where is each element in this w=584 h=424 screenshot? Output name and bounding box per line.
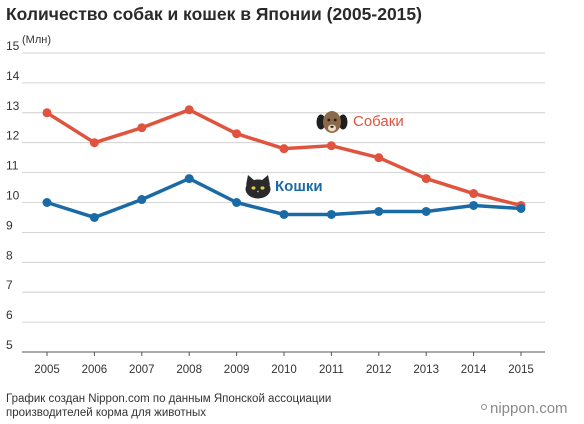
legend-label-cats: Кошки	[275, 178, 323, 195]
x-tick-label: 2008	[176, 364, 202, 376]
x-tick-label: 2007	[129, 364, 155, 376]
data-point-cats	[326, 209, 336, 219]
y-tick-label: 12	[6, 129, 20, 143]
y-tick-label: 8	[6, 248, 13, 262]
brand-dot-icon	[481, 404, 487, 411]
data-point-cats	[279, 209, 289, 219]
dog-face-icon	[316, 111, 348, 133]
data-point-dogs	[421, 174, 431, 184]
source-note-line-2: производителей корма для животных	[6, 407, 207, 419]
data-point-cats	[374, 206, 384, 216]
source-note: График создан Nippon.com по данным Японс…	[6, 392, 331, 420]
brand-text: nippon.com	[490, 400, 568, 417]
x-tick-label: 2011	[319, 364, 344, 376]
y-tick-label: 11	[6, 159, 19, 173]
data-point-cats	[516, 203, 526, 213]
x-tick-label: 2009	[224, 364, 250, 376]
y-tick-label: 15	[6, 39, 20, 53]
data-point-dogs	[89, 138, 99, 148]
data-point-dogs	[137, 123, 147, 133]
x-tick-label: 2005	[34, 364, 60, 376]
y-tick-label: 9	[6, 218, 13, 232]
data-point-dogs	[279, 144, 289, 154]
y-axis-unit-label: (Млн)	[22, 34, 51, 46]
brand-logo: nippon.com	[481, 400, 568, 417]
x-tick-label: 2015	[508, 364, 534, 376]
chart-title: Количество собак и кошек в Японии (2005-…	[6, 4, 422, 24]
data-point-cats	[137, 195, 147, 205]
x-tick-label: 2012	[366, 364, 392, 376]
data-point-cats	[232, 198, 242, 207]
x-tick-label: 2006	[82, 364, 108, 376]
legend-label-dogs: Собаки	[353, 113, 404, 130]
data-point-dogs	[326, 141, 336, 151]
data-point-cats	[184, 174, 194, 184]
y-tick-label: 13	[6, 99, 20, 113]
data-point-cats	[421, 206, 431, 216]
data-point-dogs	[232, 129, 242, 139]
y-tick-label: 6	[6, 308, 13, 322]
source-note-line-1: График создан Nippon.com по данным Японс…	[6, 393, 332, 405]
x-tick-label: 2013	[413, 364, 439, 376]
data-point-cats	[42, 198, 52, 207]
data-point-dogs	[42, 108, 52, 118]
data-point-dogs	[469, 189, 479, 199]
cat-face-icon	[245, 175, 271, 199]
y-tick-label: 7	[6, 278, 13, 292]
y-tick-label: 10	[6, 189, 20, 203]
x-tick-label: 2014	[461, 364, 487, 376]
data-point-cats	[89, 212, 99, 222]
data-point-dogs	[374, 153, 384, 163]
data-point-cats	[469, 200, 479, 210]
data-point-dogs	[184, 105, 194, 115]
y-tick-label: 14	[6, 69, 20, 83]
y-tick-label: 5	[6, 338, 13, 352]
x-tick-label: 2010	[271, 364, 297, 376]
